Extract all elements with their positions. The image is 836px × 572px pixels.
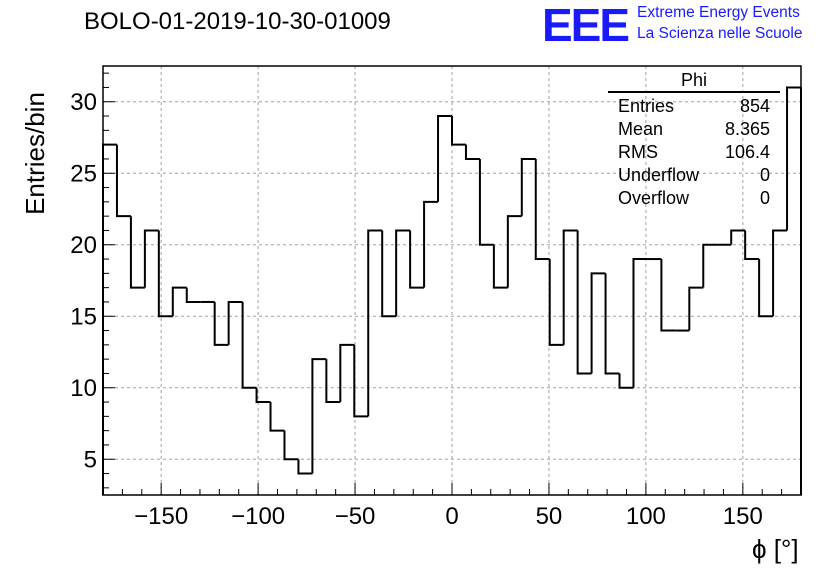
histogram-bin [464, 144, 480, 160]
stats-label: Overflow [618, 188, 690, 208]
x-tick-label: 0 [445, 503, 458, 530]
histogram-bin [185, 287, 201, 303]
histogram-bin [115, 144, 131, 218]
eee-logo: EEE [542, 0, 630, 51]
histogram-bin [730, 229, 746, 245]
histogram-bin [171, 286, 187, 317]
histogram-bin [562, 229, 578, 345]
y-axis-label-wrap: Entries/bin [4, 92, 50, 215]
stats-title: Phi [608, 70, 780, 93]
histogram-bin [632, 258, 648, 388]
histogram-bin [604, 273, 620, 375]
logo-line-1: Extreme Energy Events [637, 4, 800, 21]
stats-label: RMS [618, 142, 658, 162]
x-axis-label: ϕ [°] [752, 534, 799, 564]
x-tick-label: −100 [231, 503, 285, 530]
histogram-bin [702, 243, 718, 288]
histogram-bin [353, 344, 369, 418]
x-tick-label: 150 [723, 503, 763, 530]
y-tick-label: 10 [70, 375, 97, 402]
histogram-bin [367, 229, 383, 417]
histogram-bin [576, 230, 592, 375]
histogram-bin [688, 286, 704, 331]
stats-row-overflow: Overflow 0 [608, 187, 780, 210]
x-tick-label: 100 [626, 503, 666, 530]
histogram-bin [241, 301, 257, 389]
histogram-bin [102, 143, 117, 495]
stats-value: 0 [759, 188, 770, 208]
logo-caption: Extreme Energy Events La Scienza nelle S… [637, 2, 802, 44]
histogram-bin [534, 158, 550, 261]
y-tick-label: 20 [70, 232, 97, 259]
stats-label: Mean [618, 119, 664, 139]
stats-value: 0 [759, 165, 770, 185]
histogram-bin [772, 229, 788, 317]
histogram-bin [143, 229, 159, 288]
histogram-bin [395, 229, 411, 317]
stats-row-underflow: Underflow 0 [608, 164, 780, 187]
histogram-bin [129, 216, 145, 289]
logo-line-2: La Scienza nelle Scuole [637, 25, 803, 42]
y-tick-label: 15 [70, 303, 97, 330]
histogram-bin [660, 259, 676, 332]
y-tick-label: 30 [70, 89, 97, 116]
x-tick-label: −150 [134, 503, 188, 530]
stats-label: Entries [618, 96, 675, 116]
histogram-bin [157, 230, 173, 318]
histogram-bin [618, 373, 634, 389]
histogram-bin [381, 230, 397, 318]
stats-value: 8.365 [724, 119, 770, 139]
y-tick-label: 5 [84, 446, 97, 473]
stats-label: Underflow [618, 165, 700, 185]
histogram-bin [325, 359, 341, 404]
stats-box: Phi Entries 854 Mean 8.365 RMS 106.4 Underf… [608, 70, 780, 210]
histogram-bin [269, 402, 285, 432]
stats-row-entries: Entries 854 [608, 95, 780, 118]
stats-row-rms: RMS 106.4 [608, 141, 780, 164]
stats-row-mean: Mean 8.365 [608, 118, 780, 141]
histogram-bin [590, 272, 606, 374]
histogram-bin [758, 259, 774, 318]
histogram-bin [409, 230, 425, 289]
histogram-bin [283, 430, 299, 461]
histogram-bin [227, 300, 243, 345]
histogram-bin [213, 301, 229, 346]
histogram-bin [451, 116, 466, 146]
x-tick-label: 50 [536, 503, 563, 530]
stats-value: 854 [739, 96, 770, 116]
y-tick-label: 25 [70, 160, 97, 187]
histogram-bin [520, 157, 536, 217]
histogram-bin [492, 244, 508, 289]
y-axis-label: Entries/bin [19, 92, 50, 215]
histogram-bin [744, 230, 760, 261]
histogram-bin [506, 215, 522, 288]
chart-title: BOLO-01-2019-10-30-01009 [84, 8, 391, 35]
histogram-bin [548, 259, 564, 346]
histogram-bin [311, 358, 327, 474]
histogram-bin [297, 459, 313, 475]
histogram-bin [339, 343, 355, 403]
histogram-bin [478, 158, 494, 246]
histogram-bin [437, 115, 452, 202]
x-tick-label: −50 [335, 503, 376, 530]
histogram-bin [255, 387, 271, 404]
histogram-bin [423, 200, 439, 288]
histogram-bin [786, 86, 801, 231]
stats-value: 106.4 [724, 142, 770, 162]
